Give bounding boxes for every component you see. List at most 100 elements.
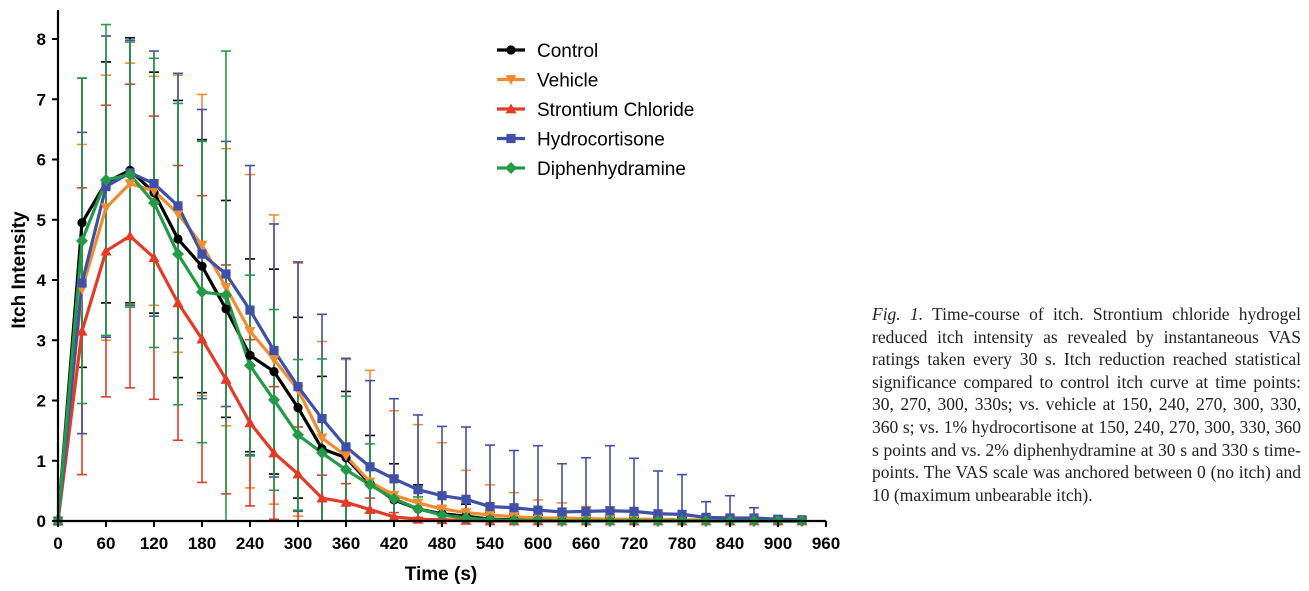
markers-layer	[52, 165, 808, 527]
vehicle-point	[340, 451, 352, 462]
chart-container: 0 60 120 180 240 300 360 420 480 540 600 660 720 780 8…	[9, 10, 840, 585]
legend-diphenhydramine-marker	[505, 162, 517, 174]
vehicle-point	[196, 240, 208, 251]
y-tick-label: 6	[37, 151, 46, 170]
strontium-chloride-point	[196, 333, 208, 344]
diphenhydramine-point	[76, 234, 88, 247]
x-axis-title: Time (s)	[405, 564, 478, 585]
diphenhydramine-point	[148, 196, 160, 209]
strontium-chloride-point	[316, 492, 328, 503]
x-tick-label: 480	[428, 534, 456, 553]
hydrocortisone-point	[605, 506, 615, 516]
x-tick-label: 120	[140, 534, 168, 553]
control-point	[221, 304, 231, 314]
figure-label: Fig. 1.	[872, 304, 924, 324]
diphenhydramine-point	[268, 393, 280, 406]
x-tick-label: 420	[380, 534, 408, 553]
hydrocortisone-point	[437, 491, 447, 501]
vehicle-point	[268, 355, 280, 366]
figure-caption: Fig. 1. Time-course of itch. Strontium c…	[872, 303, 1301, 506]
hydrocortisone-point	[197, 249, 207, 259]
vehicle-point	[124, 179, 136, 190]
legend: Control Vehicle Strontium Chloride Hydrocor…	[497, 41, 694, 180]
legend-vehicle-label: Vehicle	[537, 71, 598, 92]
legend-hydrocortisone-label: Hydrocortisone	[537, 130, 665, 151]
hydrocortisone-point	[173, 201, 183, 211]
x-tick-label: 900	[764, 534, 792, 553]
strontium-chloride-point	[124, 230, 136, 241]
hydrocortisone-point	[629, 506, 639, 516]
y-tick-label: 8	[37, 30, 46, 49]
diphenhydramine-point	[436, 508, 448, 521]
series-lines-layer	[56, 168, 803, 523]
x-tick-label: 0	[53, 534, 62, 553]
x-tick-label: 180	[188, 534, 216, 553]
legend-control-marker	[506, 45, 516, 55]
diphenhydramine-point	[220, 289, 232, 302]
hydrocortisone-point	[413, 485, 423, 495]
hydrocortisone-point	[101, 182, 111, 192]
x-tick-label: 240	[236, 534, 264, 553]
legend-strontium-chloride-marker	[505, 103, 517, 114]
hydrocortisone-point	[269, 345, 279, 356]
strontium-chloride-point	[292, 468, 304, 479]
hydrocortisone-point	[245, 305, 255, 315]
vehicle-point	[316, 433, 328, 444]
vehicle-point	[100, 203, 112, 214]
x-tick-label: 300	[284, 534, 312, 553]
hydrocortisone-point	[557, 507, 567, 517]
x-tick-label: 960	[812, 534, 840, 553]
diphenhydramine-point	[388, 492, 400, 505]
strontium-chloride-point	[388, 511, 400, 522]
diphenhydramine-point	[292, 428, 304, 441]
x-tick-label: 540	[476, 534, 504, 553]
x-tick-label: 840	[716, 534, 744, 553]
strontium-chloride-point	[220, 373, 232, 384]
y-axis-title: Itch Intensity	[9, 211, 30, 329]
strontium-chloride-point	[364, 504, 376, 514]
y-tick-label: 0	[37, 512, 46, 531]
diphenhydramine-point	[340, 463, 352, 476]
y-tick-label: 5	[37, 211, 46, 230]
control-line	[56, 168, 802, 523]
x-tick-label: 780	[668, 534, 696, 553]
legend-strontium-chloride-label: Strontium Chloride	[537, 100, 694, 121]
diphenhydramine-point	[124, 168, 136, 181]
strontium-chloride-point	[268, 447, 280, 458]
hydrocortisone-point	[485, 501, 495, 512]
hydrocortisone-point	[677, 509, 687, 519]
diphenhydramine-point	[172, 248, 184, 261]
hydrocortisone-point	[341, 442, 351, 452]
figure-caption-text: Time-course of itch. Strontium chloride …	[872, 304, 1302, 505]
strontium-chloride-point	[100, 245, 112, 256]
hydrocortisone-point	[365, 462, 375, 472]
x-tick-label: 720	[620, 534, 648, 553]
y-tick-label: 2	[37, 392, 46, 411]
strontium-chloride-point	[148, 252, 160, 263]
y-axis-ticks: 0 1 2 3 4 5 6 7 8	[37, 30, 58, 531]
hydrocortisone-point	[653, 509, 663, 519]
vehicle-point	[172, 209, 184, 220]
y-tick-label: 4	[37, 271, 47, 290]
diphenhydramine-point	[100, 173, 112, 186]
legend-vehicle-marker	[505, 75, 517, 85]
control-point	[245, 350, 255, 360]
hydrocortisone-point	[509, 503, 519, 513]
hydrocortisone-point	[581, 506, 591, 516]
strontium-chloride-point	[76, 325, 88, 336]
hydrocortisone-point	[389, 474, 399, 484]
diphenhydramine-point	[484, 513, 496, 526]
diphenhydramine-point	[244, 359, 256, 372]
x-tick-label: 360	[332, 534, 360, 553]
y-tick-label: 1	[37, 452, 46, 471]
hydrocortisone-point	[77, 278, 87, 288]
x-tick-label: 660	[572, 534, 600, 553]
line-chart: 0 60 120 180 240 300 360 420 480 540 600 660 720 780 8…	[9, 10, 840, 585]
diphenhydramine-line	[56, 172, 802, 523]
legend-hydrocortisone-marker	[506, 133, 516, 144]
control-point	[173, 234, 183, 244]
diphenhydramine-point	[412, 502, 424, 515]
y-tick-label: 3	[37, 331, 46, 350]
hydrocortisone-point	[533, 505, 543, 515]
x-tick-label: 60	[97, 534, 116, 553]
